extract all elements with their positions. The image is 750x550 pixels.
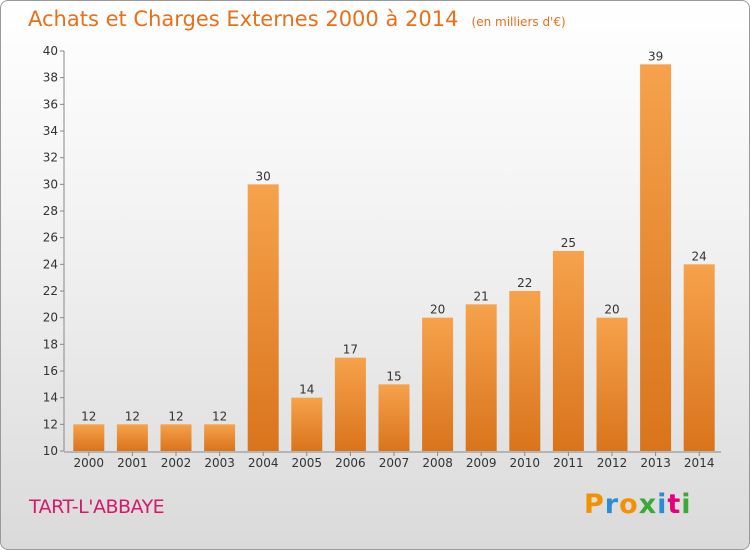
y-tick-label: 32	[43, 151, 58, 165]
data-label-2003: 12	[212, 409, 227, 423]
bar-2005[interactable]	[291, 397, 323, 451]
bar-2012[interactable]	[596, 317, 628, 451]
y-tick-label: 20	[43, 311, 58, 325]
data-label-2004: 30	[256, 169, 271, 183]
x-tick-label-2014: 2014	[684, 456, 715, 470]
data-label-2011: 25	[561, 236, 576, 250]
logo-letter: o	[619, 489, 639, 520]
bar-2001[interactable]	[116, 424, 148, 451]
data-label-2006: 17	[343, 343, 358, 357]
y-tick-label: 40	[43, 44, 58, 58]
x-tick-label-2012: 2012	[597, 456, 628, 470]
x-tick-label-2013: 2013	[640, 456, 671, 470]
data-labels: 12 12 12 12 30 14 17 15 20 21 22 25 20 39 24	[81, 49, 707, 423]
y-tick-label: 14	[43, 391, 58, 405]
data-label-2000: 12	[81, 409, 96, 423]
x-tick-label-2010: 2010	[510, 456, 541, 470]
chart-title-row: Achats et Charges Externes 2000 à 2014 (…	[28, 7, 566, 31]
bar-2000[interactable]	[73, 424, 105, 451]
bar-2014[interactable]	[683, 264, 715, 451]
y-tick-label: 10	[43, 444, 58, 458]
x-tick-label-2009: 2009	[466, 456, 497, 470]
bar-2008[interactable]	[422, 317, 454, 451]
data-label-2012: 20	[604, 303, 619, 317]
data-label-2014: 24	[692, 249, 707, 263]
bar-2009[interactable]	[465, 304, 497, 451]
data-label-2002: 12	[168, 409, 183, 423]
proxiti-logo[interactable]: Proxiti	[584, 489, 692, 520]
x-tick-label-2000: 2000	[74, 456, 105, 470]
y-axis: 10 12 14 16 18 20 22 24 26 28 30 32 34 36 38 40	[43, 44, 65, 458]
bar-2006[interactable]	[334, 357, 366, 451]
data-label-2008: 20	[430, 303, 445, 317]
x-tick-label-2005: 2005	[292, 456, 323, 470]
bar-2002[interactable]	[160, 424, 192, 451]
y-tick-label: 34	[43, 124, 58, 138]
data-label-2010: 22	[517, 276, 532, 290]
bar-2013[interactable]	[640, 64, 672, 452]
data-label-2005: 14	[299, 383, 314, 397]
bar-2010[interactable]	[509, 291, 541, 451]
x-tick-label-2001: 2001	[117, 456, 148, 470]
y-tick-label: 28	[43, 204, 58, 218]
y-tick-label: 24	[43, 257, 58, 271]
y-tick-label: 30	[43, 177, 58, 191]
y-tick-label: 38	[43, 71, 58, 85]
x-tick-label-2004: 2004	[248, 456, 279, 470]
data-label-2009: 21	[474, 289, 489, 303]
x-tick-label-2006: 2006	[335, 456, 366, 470]
y-tick-label: 36	[43, 97, 58, 111]
chart-title: Achats et Charges Externes 2000 à 2014	[28, 7, 459, 31]
data-label-2013: 39	[648, 49, 663, 63]
x-tick-label-2002: 2002	[161, 456, 192, 470]
logo-letter: P	[584, 489, 605, 520]
data-label-2007: 15	[386, 369, 401, 383]
chart-subtitle: (en milliers d'€)	[471, 15, 566, 29]
x-tick-label-2008: 2008	[422, 456, 453, 470]
bar-2003[interactable]	[204, 424, 236, 451]
y-tick-label: 26	[43, 231, 58, 245]
bars	[73, 64, 715, 452]
bar-2007[interactable]	[378, 384, 410, 451]
x-tick-label-2011: 2011	[553, 456, 584, 470]
x-axis: 2000 2001 2002 2003 2004 2005 2006 2007 2008 2009…	[64, 451, 721, 470]
y-tick-label: 16	[43, 364, 58, 378]
logo-letter: r	[604, 489, 620, 520]
x-tick-label-2003: 2003	[204, 456, 235, 470]
commune-name: TART-L'ABBAYE	[29, 496, 165, 518]
bar-2011[interactable]	[552, 251, 584, 451]
bar-2004[interactable]	[247, 184, 279, 452]
logo-letter: t	[667, 489, 682, 520]
y-tick-label: 18	[43, 337, 58, 351]
y-tick-label: 12	[43, 417, 58, 431]
logo-letter: x	[638, 489, 658, 520]
x-tick-label-2007: 2007	[379, 456, 410, 470]
logo-letter: i	[681, 489, 692, 520]
logo-letter: i	[657, 489, 668, 520]
data-label-2001: 12	[125, 409, 140, 423]
y-tick-label: 22	[43, 284, 58, 298]
